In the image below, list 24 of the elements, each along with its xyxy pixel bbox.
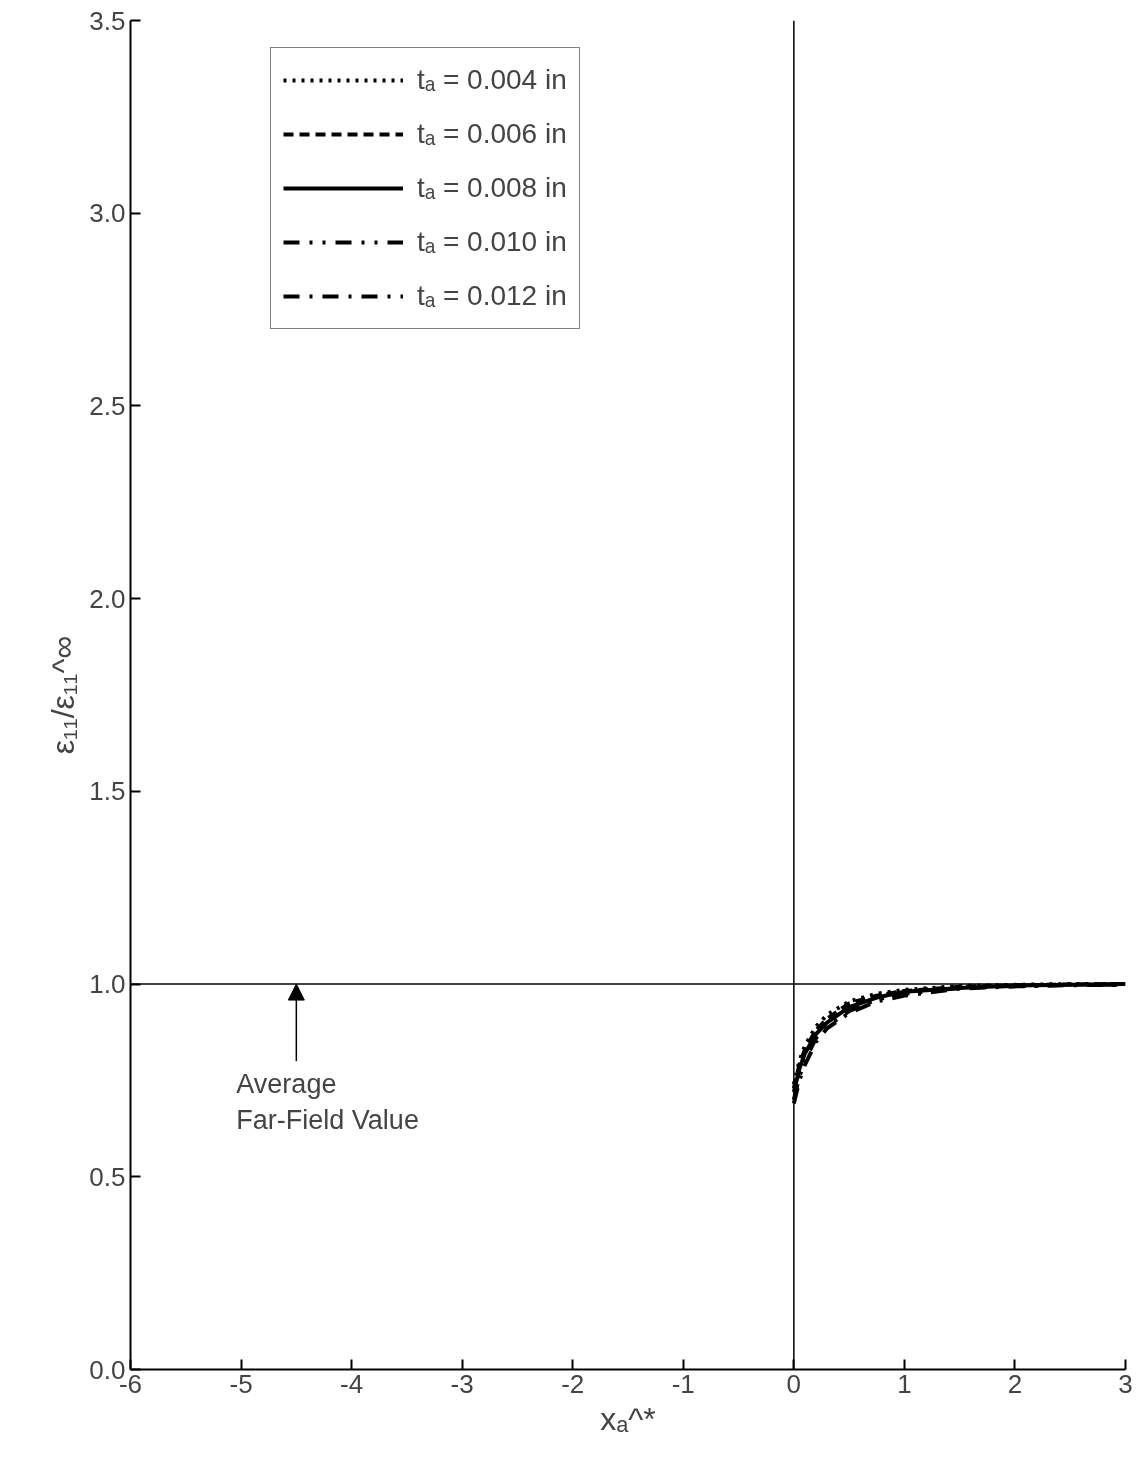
x-tick-label: 1: [897, 1368, 912, 1399]
legend-label: tₐ = 0.010 in: [417, 226, 567, 258]
x-tick-label: 3: [1118, 1368, 1133, 1399]
x-tick-label: -5: [229, 1368, 253, 1399]
x-tick-label: -4: [340, 1368, 364, 1399]
y-tick-label: 2.5: [89, 390, 126, 421]
x-tick-label: -1: [671, 1368, 695, 1399]
annotation: Average Far-Field Value: [236, 1068, 419, 1135]
x-tick-label: 0: [786, 1368, 802, 1399]
x-axis-title: xₐ^*: [600, 1400, 656, 1437]
x-tick-label: -3: [450, 1368, 474, 1399]
y-tick-label: 2.0: [89, 583, 126, 614]
y-tick-label: 3.0: [89, 198, 126, 229]
y-tick-label: 1.5: [89, 776, 126, 807]
x-tick-label: 2: [1007, 1368, 1023, 1399]
y-tick-label: 0.5: [89, 1161, 126, 1192]
legend-label: tₐ = 0.004 in: [417, 64, 567, 96]
y-tick-label: 3.5: [89, 5, 126, 36]
legend-label: tₐ = 0.012 in: [417, 280, 567, 312]
y-axis-title: ε₁₁/ε₁₁^∞: [45, 635, 82, 755]
legend-label: tₐ = 0.006 in: [417, 118, 567, 150]
legend-label: tₐ = 0.008 in: [417, 172, 567, 204]
y-tick-label: 1.0: [89, 969, 126, 1000]
x-tick-label: -2: [561, 1368, 585, 1399]
